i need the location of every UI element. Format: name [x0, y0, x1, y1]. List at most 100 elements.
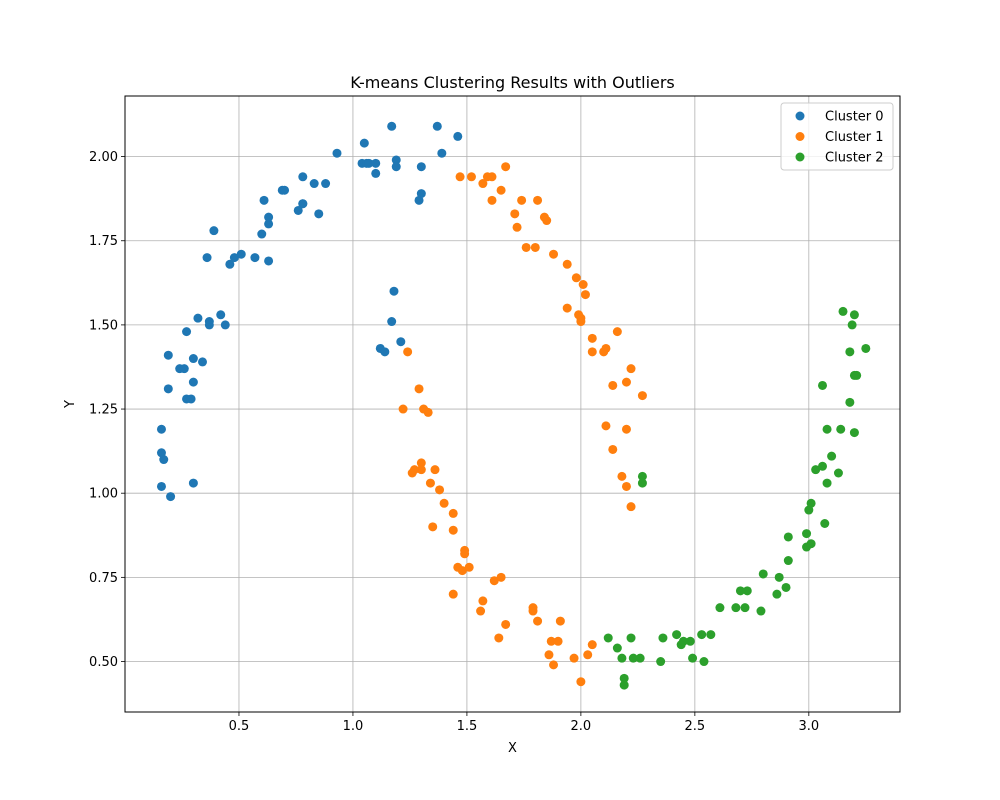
x-tick-label: 1.0: [343, 719, 364, 734]
cluster-0-point: [193, 313, 203, 323]
cluster-1-point: [512, 222, 522, 232]
x-tick-label: 2.0: [571, 719, 592, 734]
cluster-2-point: [756, 606, 766, 616]
cluster-2-point: [861, 343, 871, 353]
legend-marker: [795, 132, 805, 141]
cluster-2-point: [656, 657, 666, 667]
cluster-1-point: [487, 172, 497, 182]
cluster-2-point: [783, 556, 793, 566]
cluster-2-point: [637, 471, 647, 481]
cluster-2-point: [603, 633, 613, 643]
x-tick-label: 1.5: [457, 719, 478, 734]
cluster-2-point: [845, 397, 855, 407]
cluster-1-point: [555, 616, 565, 626]
cluster-2-point: [626, 633, 636, 643]
cluster-0-point: [225, 259, 235, 269]
cluster-0-point: [396, 337, 406, 347]
cluster-2-point: [827, 451, 837, 461]
cluster-2-point: [715, 603, 725, 613]
cluster-2-point: [758, 569, 768, 579]
cluster-0-point: [250, 253, 260, 263]
cluster-2-point: [678, 636, 688, 646]
cluster-1-point: [546, 636, 556, 646]
cluster-0-point: [264, 256, 274, 266]
cluster-0-point: [264, 212, 274, 222]
cluster-0-point: [416, 162, 426, 172]
cluster-1-point: [576, 677, 586, 687]
cluster-1-point: [466, 172, 476, 182]
cluster-2-point: [818, 461, 827, 471]
cluster-2-point: [617, 653, 627, 663]
y-tick-label: 2.00: [89, 150, 118, 165]
cluster-0-point: [359, 138, 369, 148]
cluster-0-point: [391, 162, 401, 172]
cluster-1-point: [448, 589, 458, 599]
cluster-1-point: [578, 280, 588, 290]
cluster-0-point: [204, 320, 214, 330]
cluster-1-point: [621, 424, 631, 434]
cluster-2-point: [619, 673, 629, 683]
cluster-2-point: [735, 586, 745, 596]
grid-lines: [125, 96, 900, 712]
chart-title: K-means Clustering Results with Outliers: [350, 73, 675, 92]
cluster-2-point: [838, 306, 848, 316]
cluster-1-point: [416, 458, 426, 468]
cluster-0-point: [216, 310, 226, 320]
cluster-0-point: [209, 226, 219, 236]
cluster-1-point: [601, 421, 611, 431]
y-axis-label: Y: [63, 400, 78, 409]
cluster-2-point: [742, 586, 752, 596]
cluster-0-point: [188, 354, 198, 364]
cluster-2-point: [688, 653, 698, 663]
legend-label: Cluster 0: [825, 110, 884, 125]
cluster-2-point: [806, 539, 816, 549]
cluster-0-point: [156, 448, 166, 458]
cluster-1-point: [430, 465, 440, 475]
cluster-0-point: [298, 172, 308, 182]
x-tick-label: 2.5: [685, 719, 706, 734]
cluster-0-point: [264, 219, 274, 229]
cluster-1-point: [501, 162, 511, 172]
cluster-2-point: [783, 532, 793, 542]
cluster-1-point: [528, 603, 538, 613]
cluster-1-point: [487, 195, 497, 205]
cluster-1-point: [476, 606, 486, 616]
cluster-1-point: [510, 209, 520, 219]
legend-label: Cluster 2: [825, 151, 884, 166]
cluster-0-point: [432, 121, 442, 131]
cluster-0-point: [188, 478, 198, 488]
cluster-1-point: [435, 485, 445, 495]
cluster-1-point: [587, 333, 597, 343]
cluster-0-point: [389, 286, 399, 296]
cluster-1-point: [414, 384, 424, 394]
cluster-2-point: [658, 633, 668, 643]
cluster-2-point: [699, 657, 709, 667]
cluster-1-point: [637, 391, 647, 401]
cluster-0-point: [314, 209, 324, 219]
cluster-1-point: [416, 465, 426, 475]
cluster-0-point: [387, 317, 397, 327]
cluster-1-point: [617, 471, 627, 481]
cluster-0-point: [186, 394, 196, 404]
cluster-1-point: [428, 522, 438, 532]
cluster-1-point: [587, 640, 597, 650]
x-axis-label: X: [508, 741, 517, 756]
cluster-0-point: [236, 249, 246, 259]
cluster-1-point: [464, 562, 474, 572]
cluster-0-point: [257, 229, 267, 239]
cluster-0-point: [380, 347, 390, 357]
cluster-1-point: [587, 347, 597, 357]
cluster-2-point: [849, 310, 859, 320]
legend-box: [780, 102, 894, 171]
cluster-1-point: [549, 660, 559, 670]
axes-frame: [124, 95, 901, 713]
cluster-1-point: [626, 502, 636, 512]
axis-ticks: 0.5 1.0 1.5 2.0 2.5 3.0 0.50 0.75 1.00 1.25 1.50 1.…: [89, 150, 819, 734]
cluster-1-point: [494, 633, 504, 643]
x-tick-label: 0.5: [229, 719, 250, 734]
cluster-1-point: [501, 619, 511, 629]
cluster-2-point: [806, 498, 816, 508]
cluster-2-point: [706, 630, 716, 640]
cluster-0-point: [280, 185, 290, 195]
